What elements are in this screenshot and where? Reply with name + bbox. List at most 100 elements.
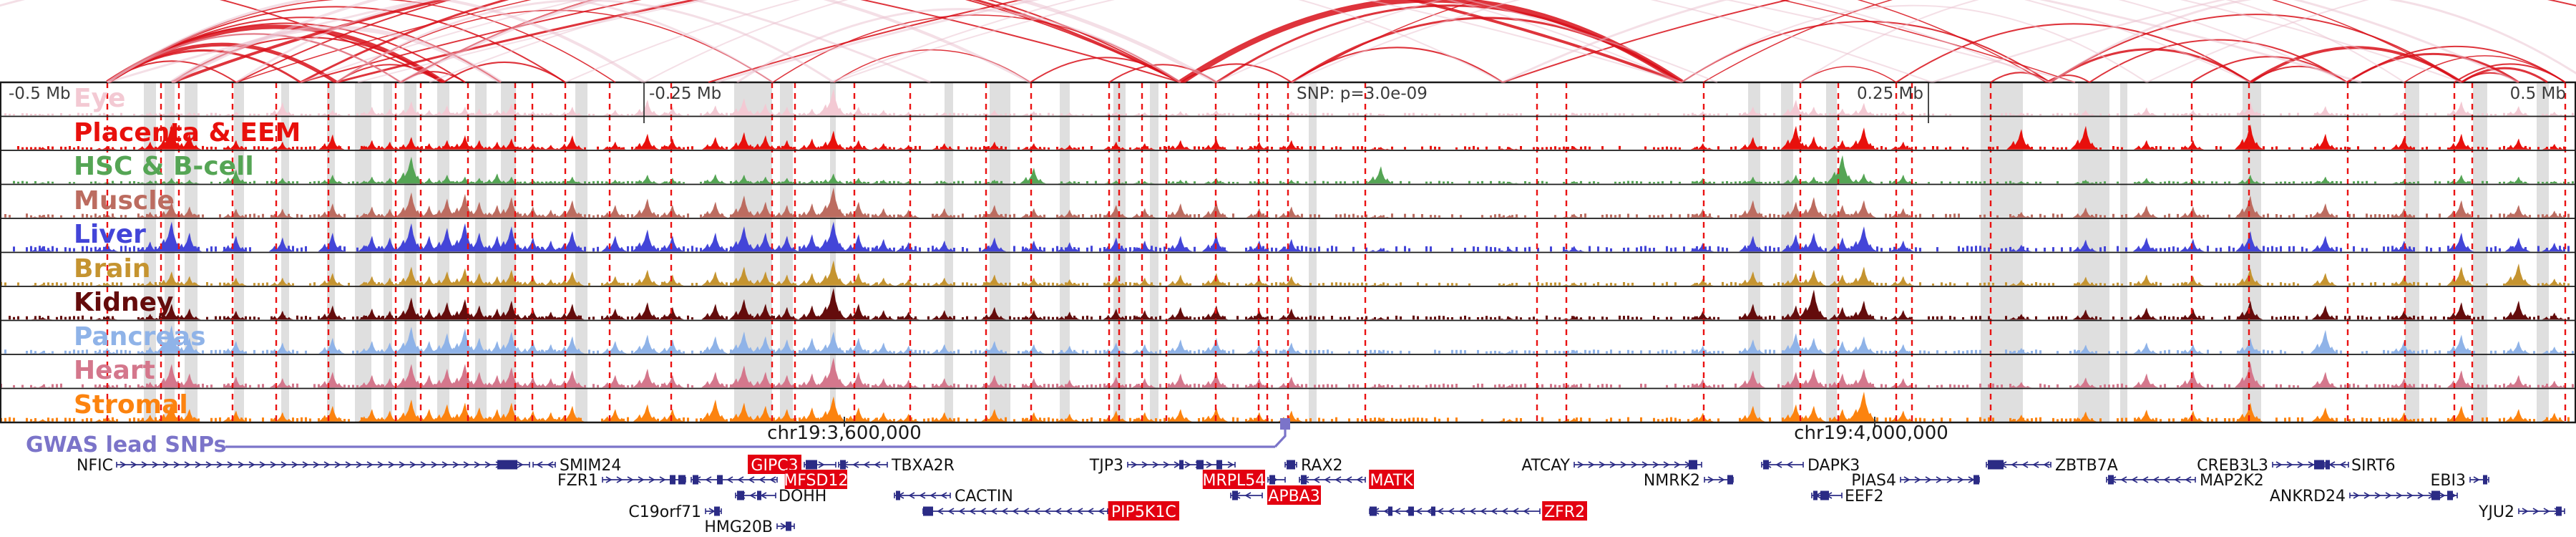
gene-label: TBXA2R bbox=[891, 457, 955, 475]
gene-label: YJU2 bbox=[2478, 503, 2514, 521]
exon bbox=[1408, 506, 1414, 516]
track-label-kidney: Kidney bbox=[74, 288, 174, 317]
strand-arrows-forward bbox=[2522, 508, 2561, 515]
gene-label: TJP3 bbox=[1089, 457, 1123, 475]
exon bbox=[2314, 460, 2324, 470]
interaction-arc-pink bbox=[1291, 0, 2348, 83]
exon bbox=[1216, 460, 1222, 470]
gene-NMRK2: NMRK2 bbox=[1644, 472, 1734, 490]
gene-label: PIAS4 bbox=[1851, 472, 1896, 490]
exon bbox=[1974, 475, 1979, 485]
track-label-hsc: HSC & B-cell bbox=[74, 152, 254, 181]
gene-MRPL54: MRPL54 bbox=[1202, 470, 1286, 490]
exon bbox=[2326, 460, 2330, 470]
exon bbox=[1196, 460, 1204, 470]
interaction-arc-pink bbox=[1681, 4, 2147, 83]
gene-PIP5K1C: PIP5K1C bbox=[922, 501, 1179, 521]
exon bbox=[1820, 490, 1829, 500]
interaction-arc-red bbox=[1702, 0, 2462, 83]
strand-arrows-forward bbox=[605, 476, 677, 483]
interaction-arc-red bbox=[2250, 65, 2348, 83]
signal-track-placenta-eem bbox=[17, 124, 2565, 150]
signal-track-pancreas bbox=[4, 325, 2574, 354]
gene-RAX2: RAX2 bbox=[1284, 457, 1343, 475]
signal-track-liver bbox=[13, 221, 2570, 252]
highlighted-gene-box bbox=[784, 470, 847, 489]
gwas-snp-marker bbox=[1280, 418, 1290, 430]
highlighted-gene-box bbox=[1108, 501, 1179, 521]
exon bbox=[1301, 475, 1307, 485]
exon bbox=[923, 506, 933, 516]
gene-label: DAPK3 bbox=[1807, 457, 1860, 475]
gene-label: ZFR2 bbox=[1544, 503, 1585, 521]
gene-CREB3L3: CREB3L3 bbox=[2197, 457, 2325, 475]
exon bbox=[840, 460, 846, 470]
gene-FZR1: FZR1 bbox=[557, 472, 686, 490]
gene-label: CACTIN bbox=[955, 488, 1013, 505]
interaction-arc-pink bbox=[429, 0, 1718, 83]
gene-MATK: MATK bbox=[1299, 470, 1414, 490]
exon bbox=[678, 475, 686, 485]
interaction-arc-pink bbox=[107, 32, 401, 83]
highlighted-gene-box bbox=[1369, 470, 1414, 489]
exon bbox=[806, 460, 817, 470]
exon bbox=[1287, 460, 1295, 470]
gene-ZFR2: ZFR2 bbox=[1369, 501, 1587, 521]
gene-GIPC3: GIPC3 bbox=[748, 455, 836, 475]
gene-annotation-track: NFIC SMIM24 GIPC3 TBXA2R TJP3 RAX2 ATCAY DAPK3 Z… bbox=[77, 455, 2565, 536]
gene-HMG20B: HMG20B bbox=[704, 518, 795, 536]
gene-NFIC: NFIC bbox=[77, 457, 530, 475]
gene-SIRT6: SIRT6 bbox=[2325, 457, 2396, 475]
interaction-arc-pink bbox=[1502, 0, 2519, 83]
gene-label: FZR1 bbox=[557, 472, 598, 490]
coordinate-label-3600000: chr19:3,600,000 bbox=[767, 422, 922, 444]
gene-C19orf71: C19orf71 bbox=[628, 503, 722, 521]
interaction-arc-red bbox=[2089, 39, 2348, 83]
gene-label: HMG20B bbox=[704, 518, 773, 536]
interaction-arc-pink bbox=[171, 0, 1031, 83]
interaction-arc-red bbox=[235, 0, 2076, 83]
gene-label: ZBTB7A bbox=[2055, 457, 2118, 475]
interaction-arc-pink bbox=[2146, 0, 2370, 83]
interaction-arc-red bbox=[235, 0, 1181, 83]
axis-tick-label-minus-0.25mb: -0.25 Mb bbox=[649, 84, 722, 103]
signal-track-kidney bbox=[9, 288, 2570, 320]
interaction-arc-red bbox=[1180, 63, 1292, 83]
interaction-arc-red bbox=[2049, 48, 2251, 83]
gene-label: SMIM24 bbox=[560, 457, 621, 475]
exon bbox=[1179, 460, 1184, 470]
highlighted-gene-box bbox=[1542, 501, 1587, 521]
interaction-arc-pink bbox=[2049, 0, 2576, 83]
gene-label: APBA3 bbox=[1268, 488, 1319, 505]
gene-label: EEF2 bbox=[1845, 488, 1883, 505]
gene-label: DOHH bbox=[779, 488, 826, 505]
gene-label: C19orf71 bbox=[628, 503, 701, 521]
interaction-arc-pink bbox=[1931, 0, 2226, 83]
gene-MAP2K2: MAP2K2 bbox=[2106, 472, 2264, 490]
gwas-lead-snp-track bbox=[225, 418, 1290, 448]
gene-label: PIP5K1C bbox=[1111, 503, 1176, 521]
gene-ANKRD24: ANKRD24 bbox=[2270, 488, 2458, 505]
track-label-muscle: Muscle bbox=[74, 186, 175, 216]
exon bbox=[896, 490, 900, 500]
gene-EBI3: EBI3 bbox=[2431, 472, 2489, 490]
interaction-arc-red bbox=[1291, 0, 2047, 83]
interaction-arc-pink bbox=[736, 8, 1181, 83]
interaction-arc-red bbox=[1502, 0, 1791, 83]
gene-TJP3: TJP3 bbox=[1089, 457, 1236, 475]
gene-label: RAX2 bbox=[1301, 457, 1343, 475]
interaction-arc-red bbox=[2454, 63, 2566, 83]
exon bbox=[757, 490, 761, 500]
exon bbox=[2108, 475, 2114, 485]
interaction-arc-pink bbox=[833, 0, 2462, 83]
gene-PIAS4: PIAS4 bbox=[1851, 472, 1980, 490]
exon bbox=[2431, 490, 2440, 500]
gene-label: ATCAY bbox=[1521, 457, 1570, 475]
exon bbox=[717, 475, 723, 485]
gwas-lead-snps-label: GWAS lead SNPs bbox=[26, 432, 227, 458]
signal-track-hsc-b-cell bbox=[13, 155, 2574, 184]
exon bbox=[737, 490, 744, 500]
highlighted-gene-box bbox=[1202, 470, 1265, 489]
